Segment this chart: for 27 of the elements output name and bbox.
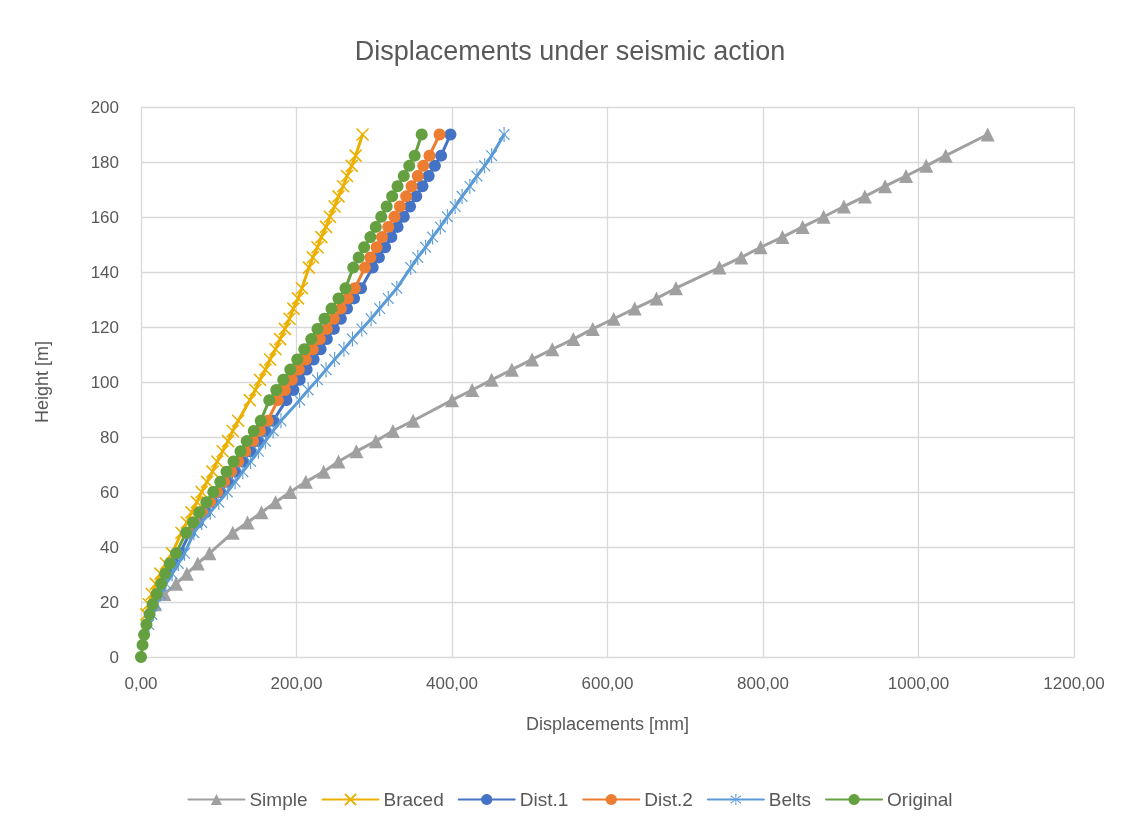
legend-label: Belts	[768, 789, 812, 810]
chart-title: Displacements under seismic action	[354, 35, 786, 66]
y-tick-label: 200	[90, 97, 119, 117]
y-axis-title: Height [m]	[32, 340, 52, 424]
x-tick-label: 0,00	[124, 674, 158, 693]
legend-label: Original	[887, 789, 953, 810]
y-tick-label: 100	[90, 372, 119, 392]
legend-label: Simple	[249, 789, 308, 810]
y-tick-label: 140	[90, 262, 119, 282]
x-tick-label: 200,00	[270, 674, 323, 693]
y-tick-label: 60	[100, 482, 119, 502]
x-tick-label: 1200,00	[1043, 674, 1105, 693]
x-tick-label: 800,00	[737, 674, 789, 693]
x-tick-label: 400,00	[426, 674, 478, 693]
y-tick-label: 120	[90, 317, 119, 337]
y-tick-label: 180	[90, 152, 119, 172]
x-tick-label: 1000,00	[887, 674, 950, 693]
x-tick-label: 600,00	[581, 674, 634, 693]
y-tick-label: 160	[90, 207, 119, 227]
legend-label: Braced	[383, 789, 444, 810]
y-tick-label: 20	[100, 592, 119, 612]
legend-label: Dist.1	[519, 789, 569, 810]
y-tick-label: 40	[100, 537, 119, 557]
y-tick-label: 80	[100, 427, 119, 447]
legend-label: Dist.2	[644, 789, 693, 810]
x-axis-title: Displacements [mm]	[525, 714, 690, 734]
y-tick-label: 0	[109, 647, 119, 667]
